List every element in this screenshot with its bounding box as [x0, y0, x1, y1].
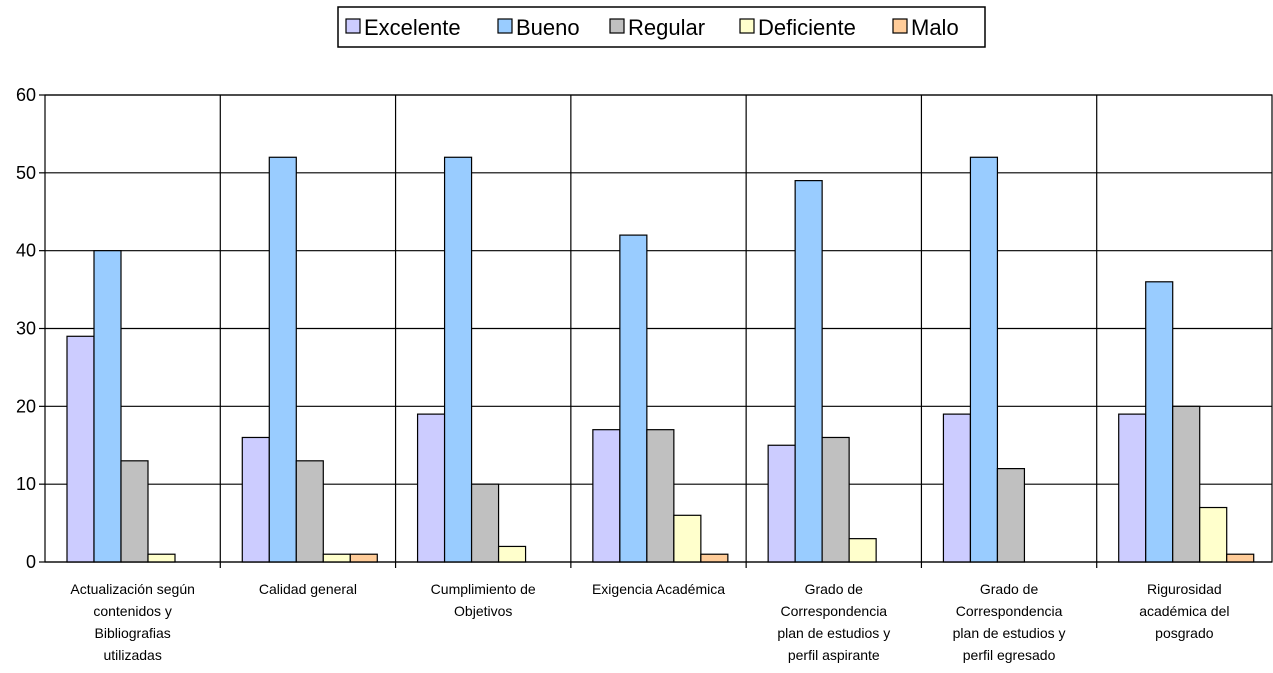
bar-malo-3 [700, 553, 729, 563]
legend-label-deficiente: Deficiente [758, 15, 856, 40]
x-category-label: Cumplimiento de Objetivos [431, 581, 536, 619]
bar-excelente-6 [1118, 413, 1147, 563]
x-axis-labels: Actualización según contenidos y Bibliogra… [70, 581, 1229, 663]
bar-deficiente-2 [497, 545, 527, 563]
bar-excelente-4 [767, 444, 796, 563]
x-category-label: Grado de Correspondencia plan de estudios … [953, 581, 1066, 663]
x-category-label: Grado de Correspondencia plan de estudios … [777, 581, 890, 663]
y-axis-ticks: 0 10 20 30 40 50 60 [16, 85, 45, 572]
y-tick-label: 60 [16, 85, 36, 105]
x-category-label: Rigurosidad académica del posgrado [1139, 581, 1229, 641]
y-tick-label: 50 [16, 163, 36, 183]
bar-excelente-5 [942, 413, 972, 563]
y-tick-label: 20 [16, 396, 36, 416]
legend-label-bueno: Bueno [516, 15, 580, 40]
chart-legend: Excelente Bueno Regular Deficiente Malo [337, 6, 986, 48]
bar-bueno-5 [969, 156, 999, 563]
y-tick-label: 30 [16, 319, 36, 339]
bar-deficiente-6 [1199, 506, 1228, 563]
plot-frame [44, 94, 1273, 563]
bar-excelente-2 [416, 413, 446, 563]
bar-deficiente-4 [848, 538, 877, 563]
x-category-label: Calidad general [259, 581, 357, 597]
bar-regular-0 [120, 460, 149, 563]
y-tick-label: 0 [26, 552, 36, 572]
legend-label-excelente: Excelente [364, 15, 461, 40]
bar-bueno-4 [794, 180, 823, 563]
bar-excelente-3 [592, 429, 621, 563]
legend-box [337, 6, 986, 48]
bar-deficiente-3 [673, 514, 702, 563]
bar-deficiente-0 [147, 553, 176, 563]
bar-malo-1 [349, 553, 378, 563]
bar-malo-6 [1226, 553, 1255, 563]
legend-swatch-excelente [345, 18, 361, 34]
bar-deficiente-1 [322, 553, 351, 563]
bars [66, 156, 1255, 563]
x-category-label: Exigencia Académica [592, 581, 725, 597]
legend-swatch-regular [609, 18, 625, 34]
legend-label-malo: Malo [911, 15, 959, 40]
bar-regular-1 [295, 460, 324, 563]
bar-regular-4 [821, 436, 850, 563]
y-tick-label: 10 [16, 474, 36, 494]
bar-regular-2 [470, 483, 500, 563]
bar-regular-6 [1172, 405, 1201, 563]
legend-swatch-deficiente [739, 18, 755, 34]
bar-excelente-1 [241, 436, 270, 563]
bar-bueno-2 [443, 156, 473, 563]
bar-regular-3 [646, 429, 675, 563]
legend-swatch-malo [892, 18, 908, 34]
x-category-label: Actualización según contenidos y Bibliogra… [70, 581, 195, 663]
bar-bueno-3 [619, 234, 648, 563]
bar-regular-5 [996, 468, 1026, 563]
legend-swatch-bueno [497, 18, 513, 34]
bar-bueno-6 [1145, 281, 1174, 563]
bar-bueno-0 [93, 250, 122, 563]
legend-label-regular: Regular [628, 15, 705, 40]
bar-excelente-0 [66, 335, 95, 563]
plot-area-border [44, 94, 1273, 563]
y-tick-label: 40 [16, 241, 36, 261]
bar-bueno-1 [268, 156, 297, 563]
